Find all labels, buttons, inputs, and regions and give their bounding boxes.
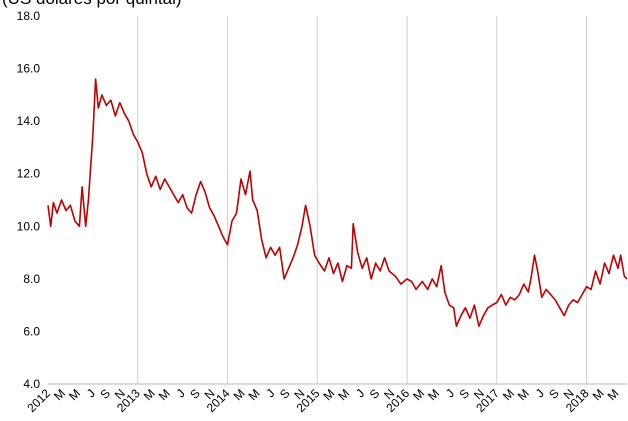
y-tick-label: 18.0 [17, 9, 41, 23]
y-tick-label: 16.0 [17, 62, 41, 76]
x-tick-label: M [246, 386, 263, 403]
x-tick-label: M [335, 386, 352, 403]
x-tick-label: M [320, 386, 337, 403]
chart-title: (US dólares por quintal) [2, 0, 182, 8]
x-tick-label: M [590, 386, 607, 403]
x-tick-label: M [156, 386, 173, 403]
y-tick-label: 8.0 [23, 272, 40, 286]
x-tick-label: S [187, 386, 203, 402]
x-tick-label: S [546, 386, 562, 402]
x-tick-label: J [443, 386, 457, 400]
x-tick-label: S [367, 386, 383, 402]
x-tick-label: M [605, 386, 622, 403]
x-tick-label: M [66, 386, 83, 403]
x-tick-label: S [97, 386, 113, 402]
y-tick-label: 4.0 [23, 377, 40, 391]
x-tick-label: M [515, 386, 532, 403]
x-tick-label: M [141, 386, 158, 403]
x-tick-label: J [353, 386, 367, 400]
y-tick-label: 12.0 [17, 167, 41, 181]
y-tick-label: 10.0 [17, 219, 41, 233]
x-tick-label: S [456, 386, 472, 402]
x-tick-label: M [410, 386, 427, 403]
x-tick-label: M [231, 386, 248, 403]
series-line [47, 78, 628, 327]
x-tick-label: J [263, 386, 277, 400]
x-tick-label: S [277, 386, 293, 402]
x-tick-label: J [174, 386, 188, 400]
x-tick-label: J [533, 386, 547, 400]
y-tick-label: 14.0 [17, 114, 41, 128]
x-tick-label: M [51, 386, 68, 403]
y-tick-label: 6.0 [23, 324, 40, 338]
x-tick-label: M [500, 386, 517, 403]
x-tick-label: J [84, 386, 98, 400]
x-tick-label: M [425, 386, 442, 403]
